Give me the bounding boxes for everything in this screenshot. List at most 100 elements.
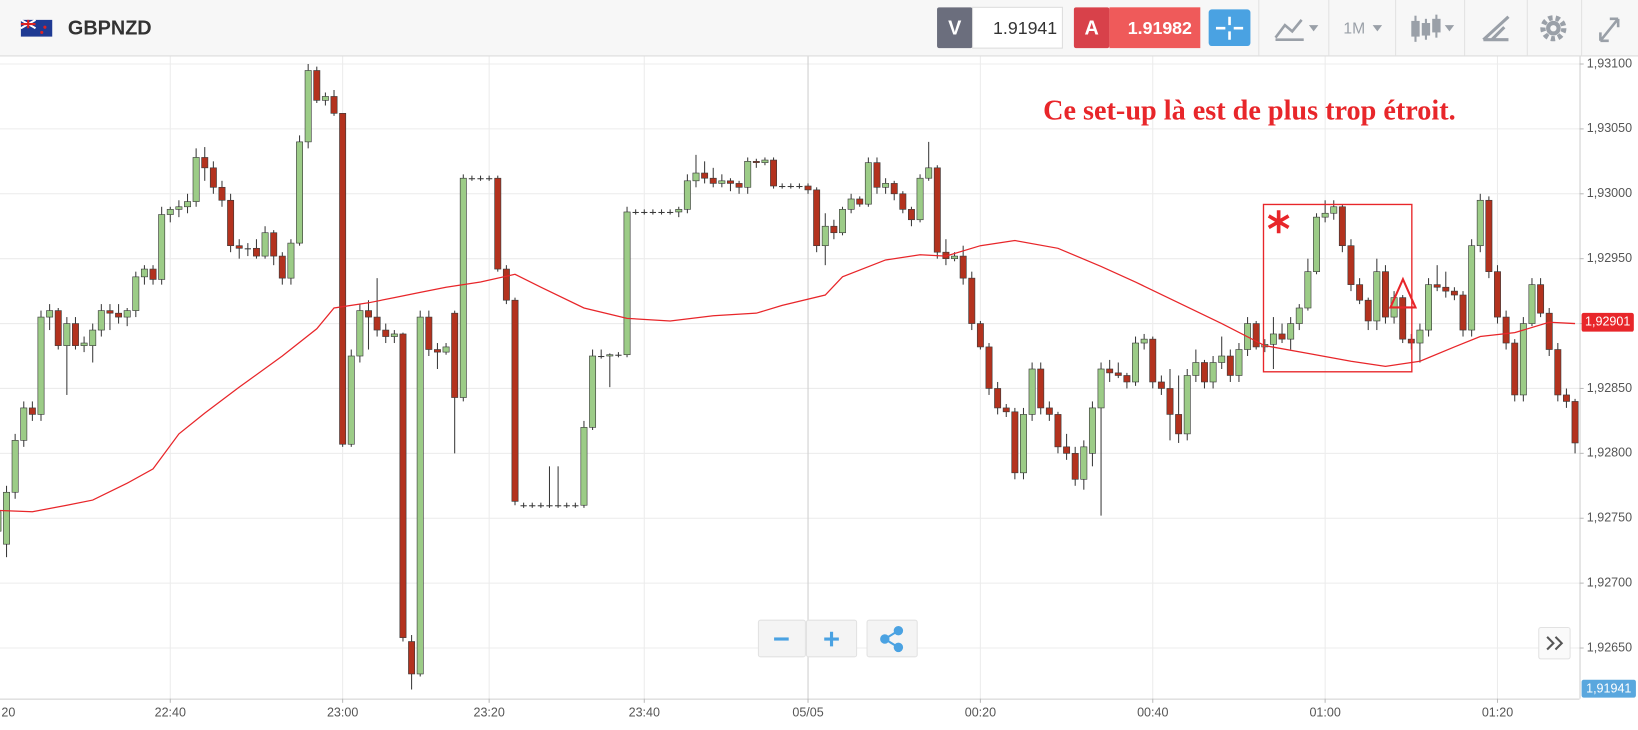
- candle-body: [804, 185, 812, 191]
- candle-body: [796, 186, 803, 188]
- candle-body: [692, 172, 700, 182]
- candle-body: [976, 323, 984, 348]
- warning-triangle: [1388, 276, 1418, 309]
- candle-body: [1442, 286, 1450, 292]
- x-tick-label: 01:00: [1309, 706, 1340, 720]
- candle-body: [890, 183, 898, 195]
- candle-body: [261, 232, 269, 257]
- annotation: Ce set-up là est de plus trop étroit.: [1043, 95, 1456, 373]
- candle-body: [1468, 245, 1476, 331]
- candle-body: [925, 167, 933, 179]
- candle-body: [494, 177, 502, 270]
- candle-body: [1157, 381, 1165, 389]
- candle-body: [304, 70, 312, 143]
- sell-label[interactable]: V: [948, 18, 962, 40]
- candle-body: [1011, 411, 1019, 474]
- candle-body: [830, 225, 838, 234]
- crosshair-button[interactable]: [1208, 9, 1251, 47]
- y-tick-label: 1,92950: [1587, 251, 1632, 265]
- candle-body: [253, 247, 260, 257]
- candle-body: [72, 323, 79, 346]
- settings-icon[interactable]: [1540, 15, 1567, 42]
- candle-body: [1313, 216, 1320, 272]
- candle-body: [399, 333, 407, 638]
- candle-body: [218, 186, 226, 201]
- flag-icon: [20, 18, 53, 37]
- candle-body: [658, 211, 665, 214]
- candle-body: [408, 641, 416, 675]
- draw-icon[interactable]: [1482, 15, 1510, 42]
- candle-body: [933, 167, 941, 253]
- candle-body: [201, 157, 209, 169]
- fullscreen-icon[interactable]: [1599, 17, 1620, 43]
- candle-body: [563, 505, 570, 507]
- sell-price[interactable]: 1.91941: [993, 18, 1057, 38]
- candle-body: [1373, 271, 1381, 322]
- y-tick-label: 1,92750: [1587, 511, 1632, 525]
- sell-button[interactable]: [937, 7, 973, 49]
- candle-body: [80, 342, 88, 346]
- buy-price-box[interactable]: [1109, 7, 1201, 49]
- timeframe[interactable]: 1M: [1343, 20, 1365, 37]
- y-tick-label: 1,92800: [1587, 446, 1632, 460]
- candle-body: [1226, 355, 1234, 376]
- candle-body: [468, 178, 476, 180]
- candle-body: [1123, 375, 1131, 383]
- price-tag: [1581, 312, 1634, 332]
- candle-body: [968, 277, 976, 324]
- candle-body: [416, 316, 424, 675]
- candle-body: [287, 242, 295, 279]
- dropdown-arrow[interactable]: [1444, 25, 1455, 32]
- buy-label[interactable]: A: [1084, 18, 1098, 40]
- candle-body: [477, 178, 484, 180]
- buy-price[interactable]: 1.91982: [1128, 18, 1192, 38]
- candle-body: [744, 161, 752, 188]
- candle-body: [959, 255, 967, 279]
- zoom-controls: [757, 619, 1571, 660]
- candle-body: [1537, 284, 1545, 314]
- dropdown-arrow[interactable]: [1308, 25, 1319, 32]
- candle-body: [554, 505, 562, 507]
- x-tick-label: 23:20: [473, 706, 504, 720]
- candle-body: [899, 193, 907, 210]
- candle-body: [382, 329, 390, 337]
- candle-body: [339, 113, 347, 445]
- candle-body: [546, 505, 553, 507]
- candle-body: [1425, 284, 1432, 331]
- plot-area: [0, 64, 1579, 690]
- candle-body: [847, 198, 855, 210]
- candle-body: [321, 96, 329, 101]
- candle-body: [1080, 446, 1088, 480]
- candle-body: [1571, 401, 1579, 444]
- share-button[interactable]: [866, 619, 918, 658]
- candle-body: [433, 349, 441, 353]
- symbol[interactable]: GBPNZD: [68, 18, 152, 40]
- candle-body: [916, 177, 924, 221]
- x-tick-label: 05/05: [792, 706, 823, 720]
- candle-body: [451, 312, 459, 398]
- candle-body: [1459, 294, 1467, 331]
- candle-body: [1476, 199, 1484, 247]
- candle-body: [821, 225, 829, 247]
- candle-body: [1149, 338, 1157, 383]
- candle-body: [20, 407, 28, 441]
- candle-body: [192, 157, 200, 202]
- candle-body: [244, 248, 251, 250]
- x-tick-label: 23:40: [629, 706, 660, 720]
- buy-button[interactable]: [1073, 7, 1110, 49]
- annotation-box: [1262, 203, 1413, 373]
- candle-body: [270, 232, 278, 257]
- sell-price-box[interactable]: [972, 6, 1063, 49]
- candle-body: [296, 141, 303, 244]
- candle-body: [589, 355, 597, 428]
- candle-body: [1269, 333, 1277, 345]
- candle-icon[interactable]: [1411, 14, 1441, 42]
- candle-body: [235, 245, 243, 249]
- x-tick-label: 00:40: [1137, 706, 1168, 720]
- candle-body: [54, 310, 62, 346]
- dropdown-arrow[interactable]: [1372, 25, 1383, 32]
- chart-type-icon[interactable]: [1274, 19, 1304, 42]
- y-tick-label: 1,93050: [1587, 121, 1632, 135]
- candle-body: [140, 268, 148, 278]
- candle-body: [761, 159, 769, 163]
